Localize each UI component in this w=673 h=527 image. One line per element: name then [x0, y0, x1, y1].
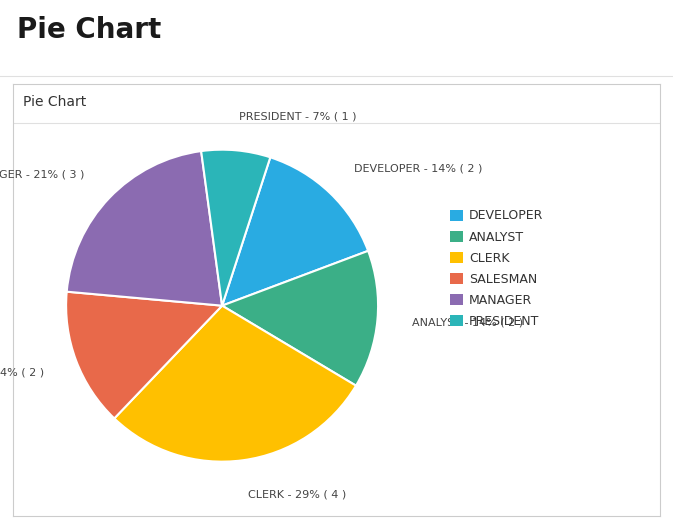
Text: PRESIDENT - 7% ( 1 ): PRESIDENT - 7% ( 1 ) — [239, 111, 357, 121]
Text: DEVELOPER - 14% ( 2 ): DEVELOPER - 14% ( 2 ) — [353, 163, 482, 173]
Wedge shape — [67, 151, 222, 306]
Wedge shape — [66, 291, 222, 418]
Wedge shape — [222, 157, 368, 306]
Wedge shape — [114, 306, 356, 462]
Wedge shape — [201, 150, 271, 306]
Text: SALESMAN - 14% ( 2 ): SALESMAN - 14% ( 2 ) — [0, 367, 44, 377]
Text: CLERK - 29% ( 4 ): CLERK - 29% ( 4 ) — [248, 489, 346, 499]
Legend: DEVELOPER, ANALYST, CLERK, SALESMAN, MANAGER, PRESIDENT: DEVELOPER, ANALYST, CLERK, SALESMAN, MAN… — [450, 209, 544, 328]
Text: Pie Chart: Pie Chart — [23, 95, 86, 109]
Wedge shape — [222, 251, 378, 386]
Text: MANAGER - 21% ( 3 ): MANAGER - 21% ( 3 ) — [0, 169, 85, 179]
Text: Pie Chart: Pie Chart — [17, 16, 161, 44]
Text: ANALYST - 14% ( 2 ): ANALYST - 14% ( 2 ) — [412, 318, 523, 328]
